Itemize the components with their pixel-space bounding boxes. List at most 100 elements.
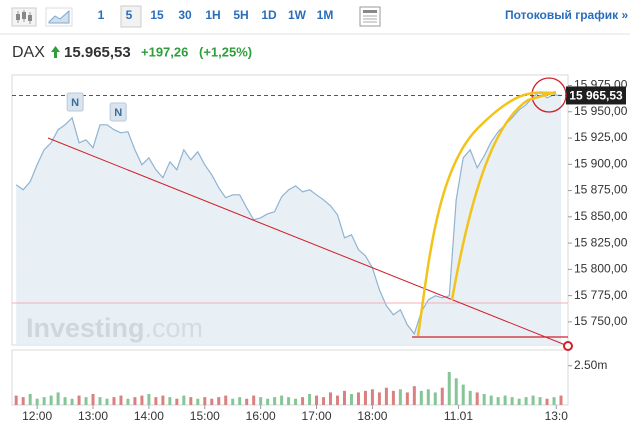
news-marker[interactable] xyxy=(66,92,84,112)
price-area xyxy=(16,91,562,345)
x-tick-label: 11.01 xyxy=(444,409,473,423)
interval-button[interactable]: 1H xyxy=(205,8,220,22)
interval-button[interactable]: 1 xyxy=(98,8,105,22)
volume-bar xyxy=(510,397,514,405)
volume-bar xyxy=(63,397,67,405)
volume-bar xyxy=(133,397,137,405)
volume-bar xyxy=(447,372,451,405)
volume-bar xyxy=(503,395,507,405)
volume-bar xyxy=(189,397,193,405)
volume-bar xyxy=(335,395,339,405)
y-tick-label: 15 825,00 xyxy=(574,235,628,249)
volume-bar xyxy=(252,395,256,405)
volume-bar xyxy=(56,392,60,405)
volume-bar xyxy=(475,392,479,405)
volume-bar xyxy=(70,398,74,405)
volume-bar xyxy=(28,394,32,405)
volume-bar xyxy=(440,387,444,405)
volume-bar xyxy=(154,397,158,405)
x-tick-label: 13:00 xyxy=(78,409,108,423)
volume-bar xyxy=(433,392,437,405)
volume-bar xyxy=(496,397,500,405)
change-pct: (+1,25%) xyxy=(199,44,252,59)
volume-bar xyxy=(538,397,542,405)
volume-bar xyxy=(35,398,39,405)
volume-bar xyxy=(168,397,172,405)
price-line xyxy=(15,91,562,336)
interval-button[interactable]: 15 xyxy=(150,8,164,22)
x-tick-label: 12:00 xyxy=(22,409,52,423)
volume-bar xyxy=(224,395,228,405)
interval-button[interactable]: 1M xyxy=(317,8,334,22)
volume-bar xyxy=(308,394,312,405)
change: +197,26 xyxy=(141,44,188,59)
news-marker-label[interactable]: N xyxy=(114,107,122,119)
volume-bar xyxy=(342,390,346,405)
y-tick-label: 15 900,00 xyxy=(574,156,628,170)
volume-bar xyxy=(84,397,88,405)
x-tick-label: 18:00 xyxy=(357,409,387,423)
volume-tick-label: 2.50m xyxy=(574,358,607,372)
x-tick-label: 17:00 xyxy=(302,409,332,423)
volume-bar xyxy=(356,392,360,405)
volume-bar xyxy=(112,397,116,405)
volume-bar xyxy=(259,397,263,405)
last-price-tag xyxy=(566,86,626,105)
volume-bar xyxy=(384,387,388,405)
volume-bar xyxy=(482,394,486,405)
volume-bar xyxy=(559,395,563,405)
volume-bar xyxy=(552,397,556,405)
news-marker-label[interactable]: N xyxy=(71,97,79,109)
volume-bar xyxy=(119,395,123,405)
stream-link[interactable]: Потоковый график » xyxy=(505,8,628,22)
volume-bar xyxy=(231,398,235,405)
interval-button[interactable]: 1W xyxy=(288,8,307,22)
table-icon[interactable] xyxy=(359,6,381,27)
x-tick-label: 16:00 xyxy=(246,409,276,423)
volume-bar xyxy=(419,390,423,405)
x-tick-label: 13:0 xyxy=(545,409,569,423)
volume-bar xyxy=(91,394,95,405)
volume-bar xyxy=(42,397,46,405)
volume-bar xyxy=(398,389,402,405)
y-tick-label: 15 750,00 xyxy=(574,314,628,328)
volume-bar xyxy=(98,397,102,405)
y-tick-label: 15 950,00 xyxy=(574,104,628,118)
volume-bar xyxy=(489,395,493,405)
interval-button[interactable]: 1D xyxy=(261,8,277,22)
volume-bar xyxy=(140,395,144,405)
volume-bar xyxy=(370,389,374,405)
interval-button[interactable]: 30 xyxy=(178,8,192,22)
volume-bar xyxy=(329,392,333,405)
interval-button[interactable]: 5H xyxy=(233,8,248,22)
interval-button[interactable]: 5 xyxy=(126,8,133,22)
volume-bar xyxy=(461,384,465,405)
price: 15.965,53 xyxy=(64,44,131,61)
x-tick-label: 14:00 xyxy=(134,409,164,423)
volume-bar xyxy=(294,398,298,405)
volume-bar xyxy=(301,397,305,405)
volume-bar xyxy=(210,398,214,405)
volume-bar xyxy=(161,395,165,405)
volume-bar xyxy=(524,397,528,405)
volume-bar xyxy=(147,394,151,405)
area-icon[interactable] xyxy=(45,7,73,27)
volume-bar xyxy=(315,395,319,405)
volume-bar xyxy=(273,397,277,405)
volume-bar xyxy=(245,398,249,405)
volume-bar xyxy=(545,398,549,405)
volume-bar xyxy=(49,395,53,405)
volume-bar xyxy=(77,395,81,405)
volume-bar xyxy=(196,398,200,405)
y-tick-label: 15 775,00 xyxy=(574,288,628,302)
toolbar xyxy=(0,0,630,32)
volume-bar xyxy=(468,390,472,405)
volume-bar xyxy=(105,398,109,405)
y-tick-label: 15 925,00 xyxy=(574,130,628,144)
news-marker[interactable] xyxy=(109,102,127,122)
volume-bar xyxy=(454,378,458,405)
candle-icon[interactable] xyxy=(11,7,37,27)
volume-bar xyxy=(412,386,416,405)
volume-bar xyxy=(126,398,130,405)
